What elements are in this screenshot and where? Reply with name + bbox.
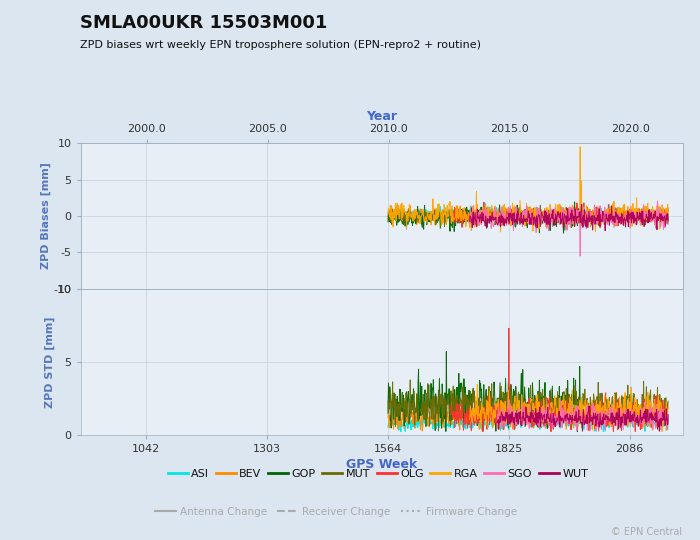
Text: ZPD biases wrt weekly EPN troposphere solution (EPN-repro2 + routine): ZPD biases wrt weekly EPN troposphere so…	[80, 40, 482, 51]
Y-axis label: ZPD Biases [mm]: ZPD Biases [mm]	[41, 163, 50, 269]
Text: SMLA00UKR 15503M001: SMLA00UKR 15503M001	[80, 14, 328, 31]
X-axis label: GPS Week: GPS Week	[346, 458, 417, 471]
Text: © EPN Central: © EPN Central	[611, 527, 682, 537]
Legend: ASI, BEV, GOP, MUT, OLG, RGA, SGO, WUT: ASI, BEV, GOP, MUT, OLG, RGA, SGO, WUT	[164, 464, 592, 483]
Y-axis label: ZPD STD [mm]: ZPD STD [mm]	[44, 316, 55, 408]
Legend: Antenna Change, Receiver Change, Firmware Change: Antenna Change, Receiver Change, Firmwar…	[150, 503, 522, 521]
X-axis label: Year: Year	[366, 110, 397, 123]
